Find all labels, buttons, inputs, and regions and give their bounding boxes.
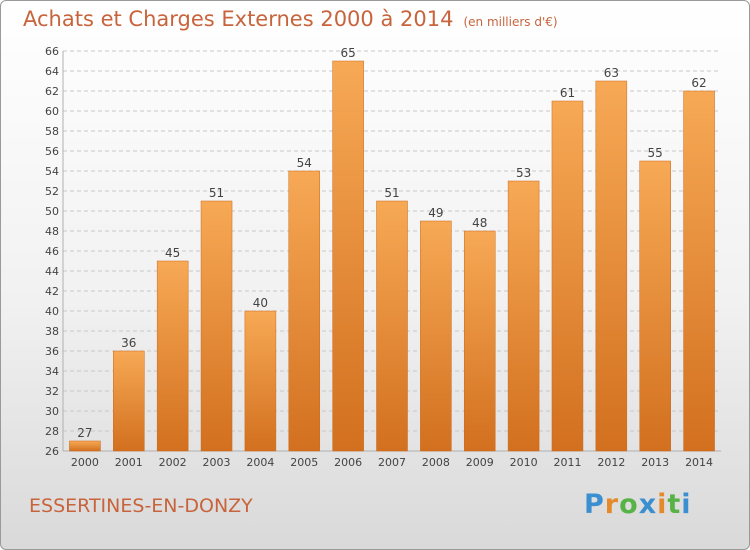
- y-tick-label: 48: [45, 225, 59, 238]
- y-tick-label: 58: [45, 125, 59, 138]
- data-label: 55: [648, 146, 663, 160]
- y-tick-label: 50: [45, 205, 59, 218]
- bars: [69, 60, 715, 452]
- x-tick-label: 2013: [641, 456, 669, 469]
- data-label: 53: [516, 166, 531, 180]
- data-label: 51: [209, 186, 224, 200]
- y-tick-label: 34: [45, 365, 59, 378]
- proxiti-logo: Proxiti: [584, 489, 692, 520]
- data-label: 54: [297, 156, 312, 170]
- y-tick-label: 36: [45, 345, 59, 358]
- bar-2003: [200, 200, 233, 452]
- x-tick-label: 2006: [334, 456, 362, 469]
- x-tick-label: 2011: [553, 456, 581, 469]
- y-tick-label: 38: [45, 325, 59, 338]
- data-label: 51: [384, 186, 399, 200]
- bar-2000: [69, 440, 101, 452]
- chart-unit: (en milliers d'€): [463, 15, 558, 29]
- y-tick-label: 66: [45, 45, 59, 58]
- bar-2011: [551, 100, 584, 452]
- y-tick-label: 56: [45, 145, 59, 158]
- y-tick-label: 28: [45, 425, 59, 438]
- data-label: 27: [77, 426, 92, 440]
- x-tick-label: 2003: [203, 456, 231, 469]
- data-label: 49: [428, 206, 443, 220]
- x-tick-label: 2010: [510, 456, 538, 469]
- chart-title: Achats et Charges Externes 2000 à 2014 (e…: [23, 7, 558, 31]
- x-tick-label: 2001: [115, 456, 143, 469]
- x-tick-label: 2009: [466, 456, 494, 469]
- x-tick-label: 2012: [597, 456, 625, 469]
- data-label: 45: [165, 246, 180, 260]
- data-label: 62: [691, 76, 706, 90]
- y-tick-label: 52: [45, 185, 59, 198]
- bar-2010: [507, 180, 540, 452]
- y-tick-label: 26: [45, 445, 59, 458]
- y-tick-label: 44: [45, 265, 59, 278]
- bar-2006: [332, 60, 364, 452]
- y-tick-label: 32: [45, 385, 59, 398]
- x-tick-label: 2007: [378, 456, 406, 469]
- data-label: 63: [604, 66, 619, 80]
- y-tick-label: 54: [45, 165, 59, 178]
- x-axis-ticks: 2000 2001 2002 2003 2004 2005 2006 2007 2008 2009…: [71, 456, 713, 469]
- bar-2008: [420, 220, 452, 452]
- data-label: 40: [253, 296, 268, 310]
- data-label: 36: [121, 336, 136, 350]
- bar-2005: [288, 170, 321, 452]
- y-tick-label: 30: [45, 405, 59, 418]
- city-name: ESSERTINES-EN-DONZY: [29, 495, 253, 517]
- x-tick-label: 2002: [159, 456, 187, 469]
- chart-title-text: Achats et Charges Externes 2000 à 2014: [23, 7, 454, 31]
- bar-2002: [156, 260, 189, 452]
- x-tick-label: 2005: [290, 456, 318, 469]
- y-tick-label: 60: [45, 105, 59, 118]
- y-tick-label: 40: [45, 305, 59, 318]
- data-label: 48: [472, 216, 487, 230]
- x-tick-label: 2000: [71, 456, 99, 469]
- bar-2013: [639, 160, 671, 452]
- bar-2004: [244, 310, 277, 452]
- bar-2012: [595, 80, 628, 452]
- x-tick-label: 2008: [422, 456, 450, 469]
- data-label: 65: [340, 46, 355, 60]
- data-label: 61: [560, 86, 575, 100]
- bar-2007: [376, 200, 408, 452]
- y-axis-ticks: 26 28 30 32 34 36 38 40 42 44 46 48 50 52 54 56 58 60 62 64…: [45, 45, 59, 458]
- y-tick-label: 62: [45, 85, 59, 98]
- y-tick-label: 42: [45, 285, 59, 298]
- y-tick-label: 46: [45, 245, 59, 258]
- bar-2001: [113, 350, 145, 452]
- data-labels: 27 36 45 51 40 54 65 51 49 48 53 61 63 55 62: [77, 46, 706, 440]
- bar-2009: [463, 230, 496, 452]
- bar-2014: [683, 90, 715, 452]
- x-tick-label: 2004: [246, 456, 274, 469]
- y-tick-label: 64: [45, 65, 59, 78]
- x-tick-label: 2014: [685, 456, 713, 469]
